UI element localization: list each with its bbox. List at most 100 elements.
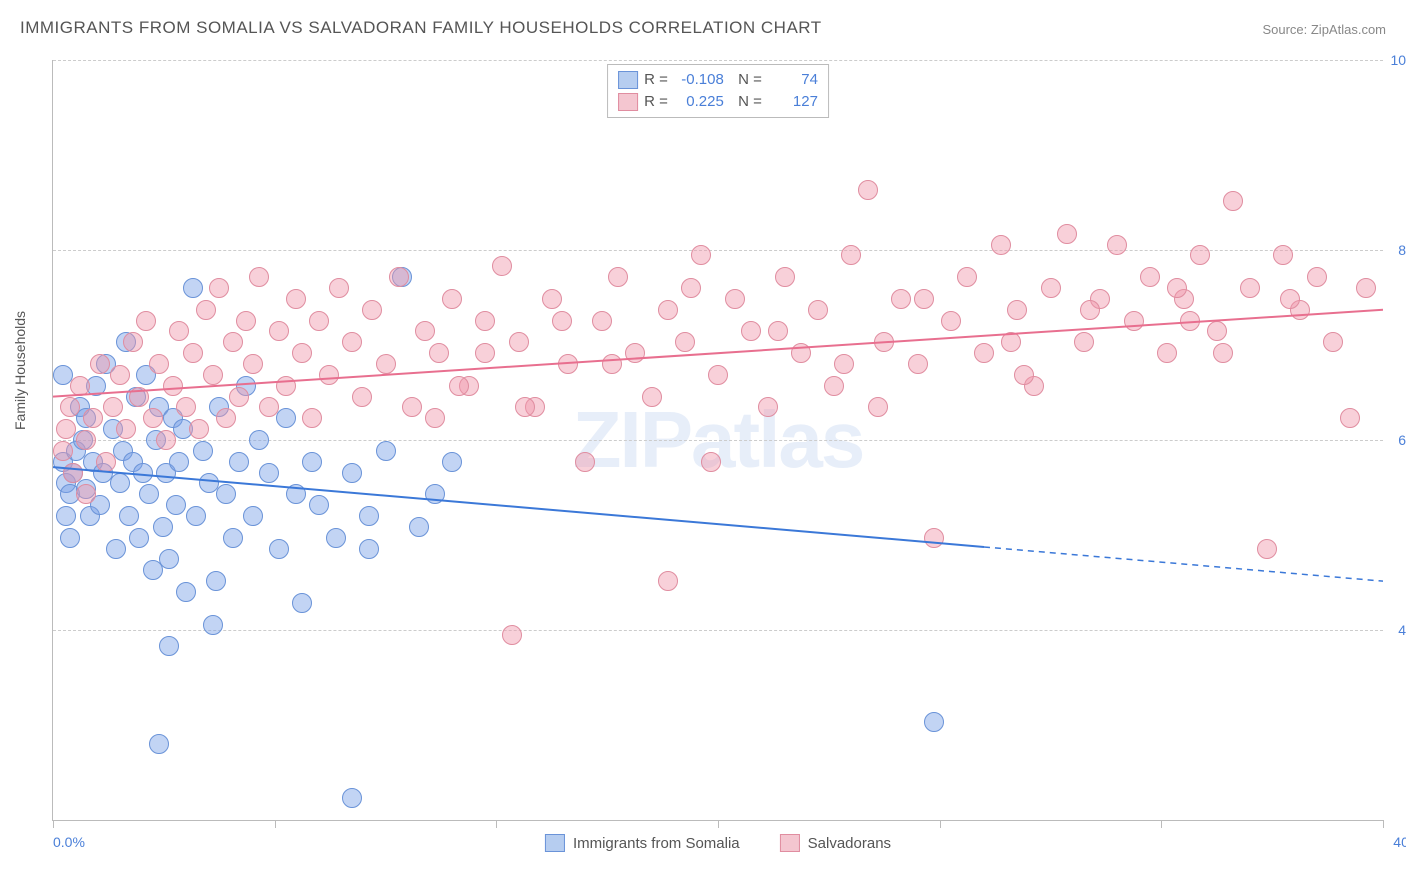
scatter-point	[681, 278, 701, 298]
x-tick	[718, 820, 719, 828]
scatter-point	[791, 343, 811, 363]
scatter-point	[259, 397, 279, 417]
scatter-point	[858, 180, 878, 200]
scatter-point	[908, 354, 928, 374]
scatter-point	[708, 365, 728, 385]
scatter-point	[1307, 267, 1327, 287]
scatter-point	[1074, 332, 1094, 352]
x-tick	[496, 820, 497, 828]
scatter-point	[216, 484, 236, 504]
scatter-point	[243, 354, 263, 374]
scatter-point	[53, 441, 73, 461]
scatter-point	[991, 235, 1011, 255]
scatter-point	[775, 267, 795, 287]
scatter-point	[129, 387, 149, 407]
scatter-point	[106, 539, 126, 559]
scatter-point	[249, 430, 269, 450]
scatter-point	[552, 311, 572, 331]
scatter-point	[159, 549, 179, 569]
scatter-point	[110, 473, 130, 493]
legend-swatch-icon	[618, 93, 638, 111]
scatter-point	[389, 267, 409, 287]
x-tick	[1383, 820, 1384, 828]
scatter-point	[186, 506, 206, 526]
scatter-point	[259, 463, 279, 483]
scatter-point	[56, 419, 76, 439]
scatter-point	[176, 582, 196, 602]
scatter-point	[342, 332, 362, 352]
scatter-point	[874, 332, 894, 352]
gridline	[53, 60, 1383, 61]
scatter-point	[249, 267, 269, 287]
scatter-point	[96, 452, 116, 472]
scatter-point	[891, 289, 911, 309]
scatter-point	[509, 332, 529, 352]
scatter-point	[675, 332, 695, 352]
x-tick	[940, 820, 941, 828]
scatter-point	[1167, 278, 1187, 298]
scatter-point	[768, 321, 788, 341]
scatter-point	[1356, 278, 1376, 298]
legend-n-label: N =	[730, 91, 762, 113]
scatter-point	[415, 321, 435, 341]
scatter-point	[286, 289, 306, 309]
scatter-point	[558, 354, 578, 374]
legend-r-label: R =	[644, 69, 668, 91]
scatter-point	[442, 452, 462, 472]
scatter-point	[83, 408, 103, 428]
scatter-point	[492, 256, 512, 276]
scatter-point	[133, 463, 153, 483]
scatter-point	[319, 365, 339, 385]
scatter-point	[216, 408, 236, 428]
scatter-point	[362, 300, 382, 320]
legend-item-label: Immigrants from Somalia	[573, 835, 740, 852]
scatter-point	[166, 495, 186, 515]
scatter-point	[515, 397, 535, 417]
scatter-point	[169, 321, 189, 341]
legend-swatch-icon	[618, 71, 638, 89]
scatter-point	[359, 506, 379, 526]
scatter-point	[1124, 311, 1144, 331]
stats-legend-row: R = 0.225 N = 127	[618, 91, 818, 113]
scatter-point	[103, 397, 123, 417]
scatter-point	[1273, 245, 1293, 265]
scatter-point	[592, 311, 612, 331]
scatter-point	[1107, 235, 1127, 255]
scatter-point	[924, 712, 944, 732]
scatter-point	[196, 300, 216, 320]
source-attribution: Source: ZipAtlas.com	[1262, 22, 1386, 37]
scatter-point	[1340, 408, 1360, 428]
scatter-point	[292, 343, 312, 363]
scatter-point	[156, 430, 176, 450]
scatter-point	[183, 343, 203, 363]
scatter-point	[1257, 539, 1277, 559]
scatter-point	[1190, 245, 1210, 265]
scatter-point	[1140, 267, 1160, 287]
scatter-point	[359, 539, 379, 559]
scatter-point	[236, 311, 256, 331]
legend-r-label: R =	[644, 91, 668, 113]
scatter-point	[691, 245, 711, 265]
scatter-point	[442, 289, 462, 309]
scatter-point	[149, 734, 169, 754]
scatter-point	[409, 517, 429, 537]
scatter-point	[60, 397, 80, 417]
scatter-point	[143, 408, 163, 428]
scatter-point	[309, 311, 329, 331]
scatter-point	[119, 506, 139, 526]
scatter-point	[625, 343, 645, 363]
scatter-point	[1180, 311, 1200, 331]
scatter-point	[269, 321, 289, 341]
scatter-point	[449, 376, 469, 396]
scatter-point	[229, 387, 249, 407]
legend-swatch-icon	[545, 834, 565, 852]
scatter-point	[223, 332, 243, 352]
scatter-point	[169, 452, 189, 472]
scatter-point	[286, 484, 306, 504]
scatter-point	[402, 397, 422, 417]
scatter-point	[159, 636, 179, 656]
scatter-point	[352, 387, 372, 407]
scatter-point	[110, 365, 130, 385]
series-legend: Immigrants from Somalia Salvadorans	[545, 834, 891, 852]
scatter-point	[229, 452, 249, 472]
